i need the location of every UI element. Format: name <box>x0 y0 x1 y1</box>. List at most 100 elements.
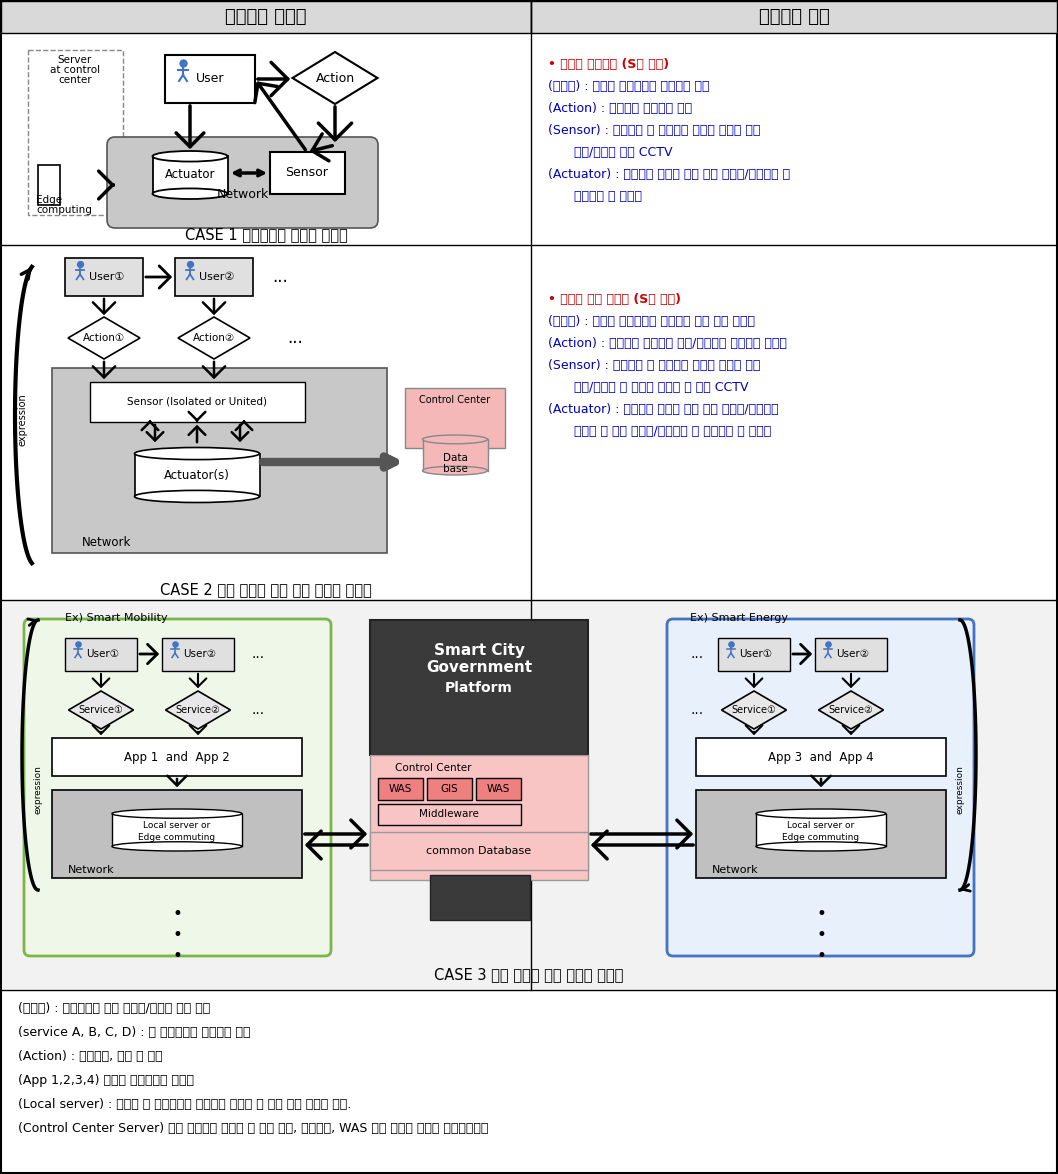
Ellipse shape <box>112 809 242 818</box>
Text: (사용자) : 스마트 횡단보도를 이용하는 사람: (사용자) : 스마트 횡단보도를 이용하는 사람 <box>548 80 710 93</box>
Text: 안내할 수 있는 전광판/횡단보도 앞 보도블럭 앞 센서등: 안내할 수 있는 전광판/횡단보도 앞 보도블럭 앞 센서등 <box>566 425 771 438</box>
Text: Platform: Platform <box>445 681 513 695</box>
Text: Smart City: Smart City <box>434 643 525 659</box>
Ellipse shape <box>112 842 242 851</box>
Bar <box>531 1 1057 33</box>
Text: expression: expression <box>17 393 28 446</box>
Text: Service①: Service① <box>732 706 777 715</box>
Text: Actuator: Actuator <box>165 169 215 182</box>
Text: Service①: Service① <box>78 706 124 715</box>
Text: 센서/보행자 및 자동차 감지할 수 있는 CCTV: 센서/보행자 및 자동차 감지할 수 있는 CCTV <box>566 382 748 394</box>
Text: Edge commuting: Edge commuting <box>783 834 859 843</box>
Text: (Actuator) : 신호등에 부착된 음성 안내 스피커/횡단보도 앞: (Actuator) : 신호등에 부착된 음성 안내 스피커/횡단보도 앞 <box>548 168 790 181</box>
Text: User①: User① <box>89 272 125 282</box>
Text: Network: Network <box>712 865 759 875</box>
Bar <box>270 151 345 194</box>
Polygon shape <box>292 52 378 104</box>
Bar <box>52 367 387 553</box>
Bar <box>370 832 588 870</box>
Text: Actuator(s): Actuator(s) <box>164 468 230 481</box>
FancyBboxPatch shape <box>107 137 378 228</box>
Ellipse shape <box>422 466 488 475</box>
Text: Action: Action <box>315 72 354 85</box>
Bar <box>378 804 521 825</box>
Bar <box>422 439 488 471</box>
Text: ...: ... <box>252 647 264 661</box>
Ellipse shape <box>422 436 488 444</box>
Text: Server: Server <box>58 55 92 65</box>
Text: (Action) : 요청사항, 요구 및 대응: (Action) : 요청사항, 요구 및 대응 <box>18 1050 163 1062</box>
Text: CASE 1 단일서비스 시스템 구조도: CASE 1 단일서비스 시스템 구조도 <box>185 228 347 243</box>
Text: (사용자) : 스마트시티 내의 사용자/자동차 기타 주체: (사용자) : 스마트시티 내의 사용자/자동차 기타 주체 <box>18 1001 211 1016</box>
Bar <box>476 778 521 799</box>
Polygon shape <box>68 317 140 359</box>
Bar <box>696 738 946 776</box>
Text: (사용자) : 스마트 횡단보도를 이용하는 사람 혹은 자동차: (사용자) : 스마트 횡단보도를 이용하는 사람 혹은 자동차 <box>548 315 755 328</box>
Ellipse shape <box>134 491 259 502</box>
Text: Network: Network <box>217 189 269 202</box>
Text: Government: Government <box>426 661 532 675</box>
Text: Action①: Action① <box>83 333 125 343</box>
Text: User①: User① <box>87 649 120 659</box>
Text: •
•
•: • • • <box>816 905 826 965</box>
Text: • 스마트 횡단보도 (S시 사례): • 스마트 횡단보도 (S시 사례) <box>548 58 669 70</box>
Bar <box>65 258 143 296</box>
Text: Edge: Edge <box>36 195 62 205</box>
Text: expression: expression <box>34 765 42 815</box>
Bar <box>152 156 227 194</box>
Bar <box>52 738 302 776</box>
Text: (service A, B, C, D) : 각 분야에서의 사용자의 활동: (service A, B, C, D) : 각 분야에서의 사용자의 활동 <box>18 1026 251 1039</box>
Text: Network: Network <box>68 865 114 875</box>
Text: WAS: WAS <box>388 784 412 794</box>
Text: Control Center: Control Center <box>419 394 491 405</box>
Text: (Action) : 보행자의 횡단보도 이용: (Action) : 보행자의 횡단보도 이용 <box>548 102 692 115</box>
FancyBboxPatch shape <box>24 619 331 956</box>
Text: center: center <box>58 75 92 85</box>
Text: Network: Network <box>83 537 131 549</box>
Text: common Database: common Database <box>426 846 531 856</box>
Text: Local server or: Local server or <box>787 822 855 830</box>
FancyBboxPatch shape <box>667 619 974 956</box>
Text: • 스마트 교통 서비스 (S시 사례): • 스마트 교통 서비스 (S시 사례) <box>548 294 681 306</box>
Text: User②: User② <box>183 649 217 659</box>
Text: Ex) Smart Mobility: Ex) Smart Mobility <box>65 613 167 623</box>
Text: (App 1,2,3,4) 각각의 스마트시티 서비스: (App 1,2,3,4) 각각의 스마트시티 서비스 <box>18 1074 194 1087</box>
Bar <box>90 382 305 421</box>
Bar <box>370 620 588 755</box>
Text: CASE 3 여러 도메인 통합 시스템 구조도: CASE 3 여러 도메인 통합 시스템 구조도 <box>435 967 623 983</box>
Text: ...: ... <box>252 703 264 717</box>
Text: ...: ... <box>287 329 303 348</box>
Bar <box>112 814 242 846</box>
Bar <box>162 637 234 672</box>
Text: ...: ... <box>690 647 704 661</box>
Text: User②: User② <box>837 649 870 659</box>
Bar <box>815 637 887 672</box>
Bar <box>430 875 530 920</box>
Text: computing: computing <box>36 205 92 215</box>
Text: User: User <box>196 73 224 86</box>
Text: expression: expression <box>955 765 965 815</box>
Ellipse shape <box>134 447 259 459</box>
Bar <box>38 166 60 205</box>
Bar <box>756 814 886 846</box>
Text: Sensor (Isolated or United): Sensor (Isolated or United) <box>127 397 267 407</box>
Text: App 3  and  App 4: App 3 and App 4 <box>768 750 874 763</box>
Polygon shape <box>819 691 883 729</box>
Bar <box>427 778 472 799</box>
Bar <box>165 55 255 103</box>
Text: CASE 2 특정 도메인 서버 이용 시스템 구조도: CASE 2 특정 도메인 서버 이용 시스템 구조도 <box>160 582 371 598</box>
Bar <box>696 790 946 878</box>
Text: Ex) Smart Energy: Ex) Smart Energy <box>690 613 788 623</box>
Bar <box>175 258 253 296</box>
Text: ...: ... <box>690 703 704 717</box>
Bar <box>370 755 588 880</box>
Text: Sensor: Sensor <box>286 167 328 180</box>
Bar <box>1 1 531 33</box>
Polygon shape <box>165 691 231 729</box>
Text: User②: User② <box>199 272 235 282</box>
Bar <box>378 778 423 799</box>
Text: (Action) : 보행자의 횡단보도 이용/정지선을 침범하는 자동차: (Action) : 보행자의 횡단보도 이용/정지선을 침범하는 자동차 <box>548 337 787 350</box>
Text: Data: Data <box>442 453 468 463</box>
Text: at control: at control <box>50 65 101 75</box>
Text: Control Center: Control Center <box>395 763 472 772</box>
